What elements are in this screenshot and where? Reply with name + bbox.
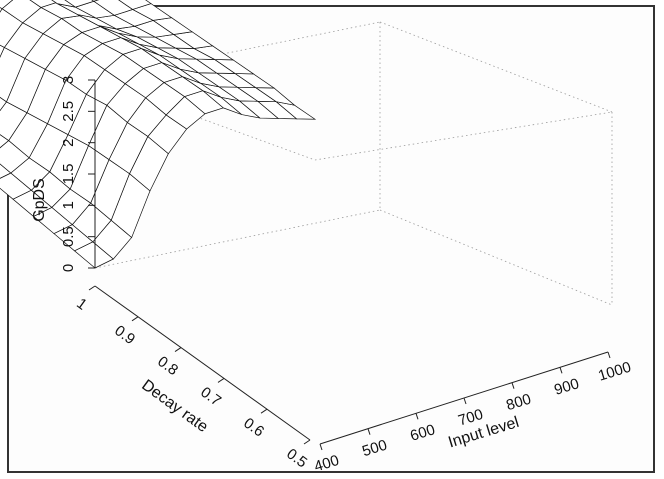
x-tick-mark — [607, 351, 611, 359]
y-tick-label: 1 — [73, 295, 90, 314]
surface-cell — [93, 0, 134, 16]
x-tick-label: 600 — [408, 421, 437, 445]
surface-cell — [118, 0, 152, 10]
y-tick-label: 0.9 — [111, 322, 138, 348]
surface-cell — [0, 44, 5, 58]
y-tick-mark — [260, 408, 268, 414]
surface-cell — [0, 0, 14, 10]
surface-mesh — [0, 0, 317, 269]
box-edge-back-floor — [94, 209, 381, 269]
box-edge-right-top — [379, 21, 613, 113]
y-tick-mark — [217, 377, 225, 383]
z-tick-label: 0 — [60, 264, 77, 272]
x-tick-mark — [415, 413, 419, 420]
surface-cell — [1, 0, 42, 24]
z-tick-label: 3 — [60, 76, 77, 84]
x-tick-label: 1000 — [596, 359, 633, 385]
x-tick-mark — [559, 367, 563, 374]
x-tick-label: 400 — [312, 452, 341, 476]
z-tick-label: 0.5 — [60, 226, 77, 247]
x-axis-ticks: 400 500 600 700 800 900 1000 — [312, 351, 633, 476]
y-tick-mark — [88, 285, 96, 291]
surface-cell — [91, 0, 99, 2]
surface-cell — [0, 96, 7, 112]
box-edge-front-top2 — [314, 111, 613, 161]
x-tick-label: 700 — [456, 406, 485, 430]
z-tick-label: 2.5 — [60, 101, 77, 122]
box-edge-back-top — [94, 21, 381, 81]
z-tick-label: 1.5 — [60, 164, 77, 185]
surface-cell — [0, 163, 12, 179]
y-tick-label: 0.8 — [154, 353, 181, 379]
x-tick-mark — [319, 443, 323, 451]
x-tick-mark — [463, 397, 467, 405]
surface-cell — [29, 0, 61, 8]
y-tick-label: 0.6 — [240, 415, 267, 441]
y-tick-label: 0.5 — [283, 445, 310, 471]
y-axis-ticks: 1 0.9 0.8 0.7 0.6 0.5 — [73, 285, 311, 471]
y-tick-label: 0.7 — [197, 384, 224, 410]
z-axis-ticks: 0 0.5 1 1.5 2 2.5 3 — [60, 76, 95, 272]
x-tick-mark — [511, 382, 515, 389]
x-tick-mark — [367, 428, 371, 435]
y-tick-mark — [174, 347, 182, 353]
y-axis-title: Decay rate — [138, 377, 211, 436]
bounding-box — [94, 21, 613, 306]
surface-cell — [64, 0, 95, 8]
surface-cell — [51, 0, 76, 8]
box-edge-right-floor — [379, 209, 613, 306]
z-axis-title: GpDS — [31, 178, 48, 222]
z-tick-label: 1 — [60, 201, 77, 209]
z-tick-label: 2 — [60, 138, 77, 146]
box-edge-front-top — [94, 79, 316, 161]
y-tick-mark — [131, 316, 139, 322]
x-tick-label: 900 — [552, 375, 581, 399]
x-tick-label: 800 — [504, 391, 533, 415]
y-tick-mark — [303, 439, 311, 445]
x-tick-label: 500 — [360, 437, 389, 461]
surface-cell — [0, 134, 10, 149]
y-axis-line — [94, 285, 311, 441]
